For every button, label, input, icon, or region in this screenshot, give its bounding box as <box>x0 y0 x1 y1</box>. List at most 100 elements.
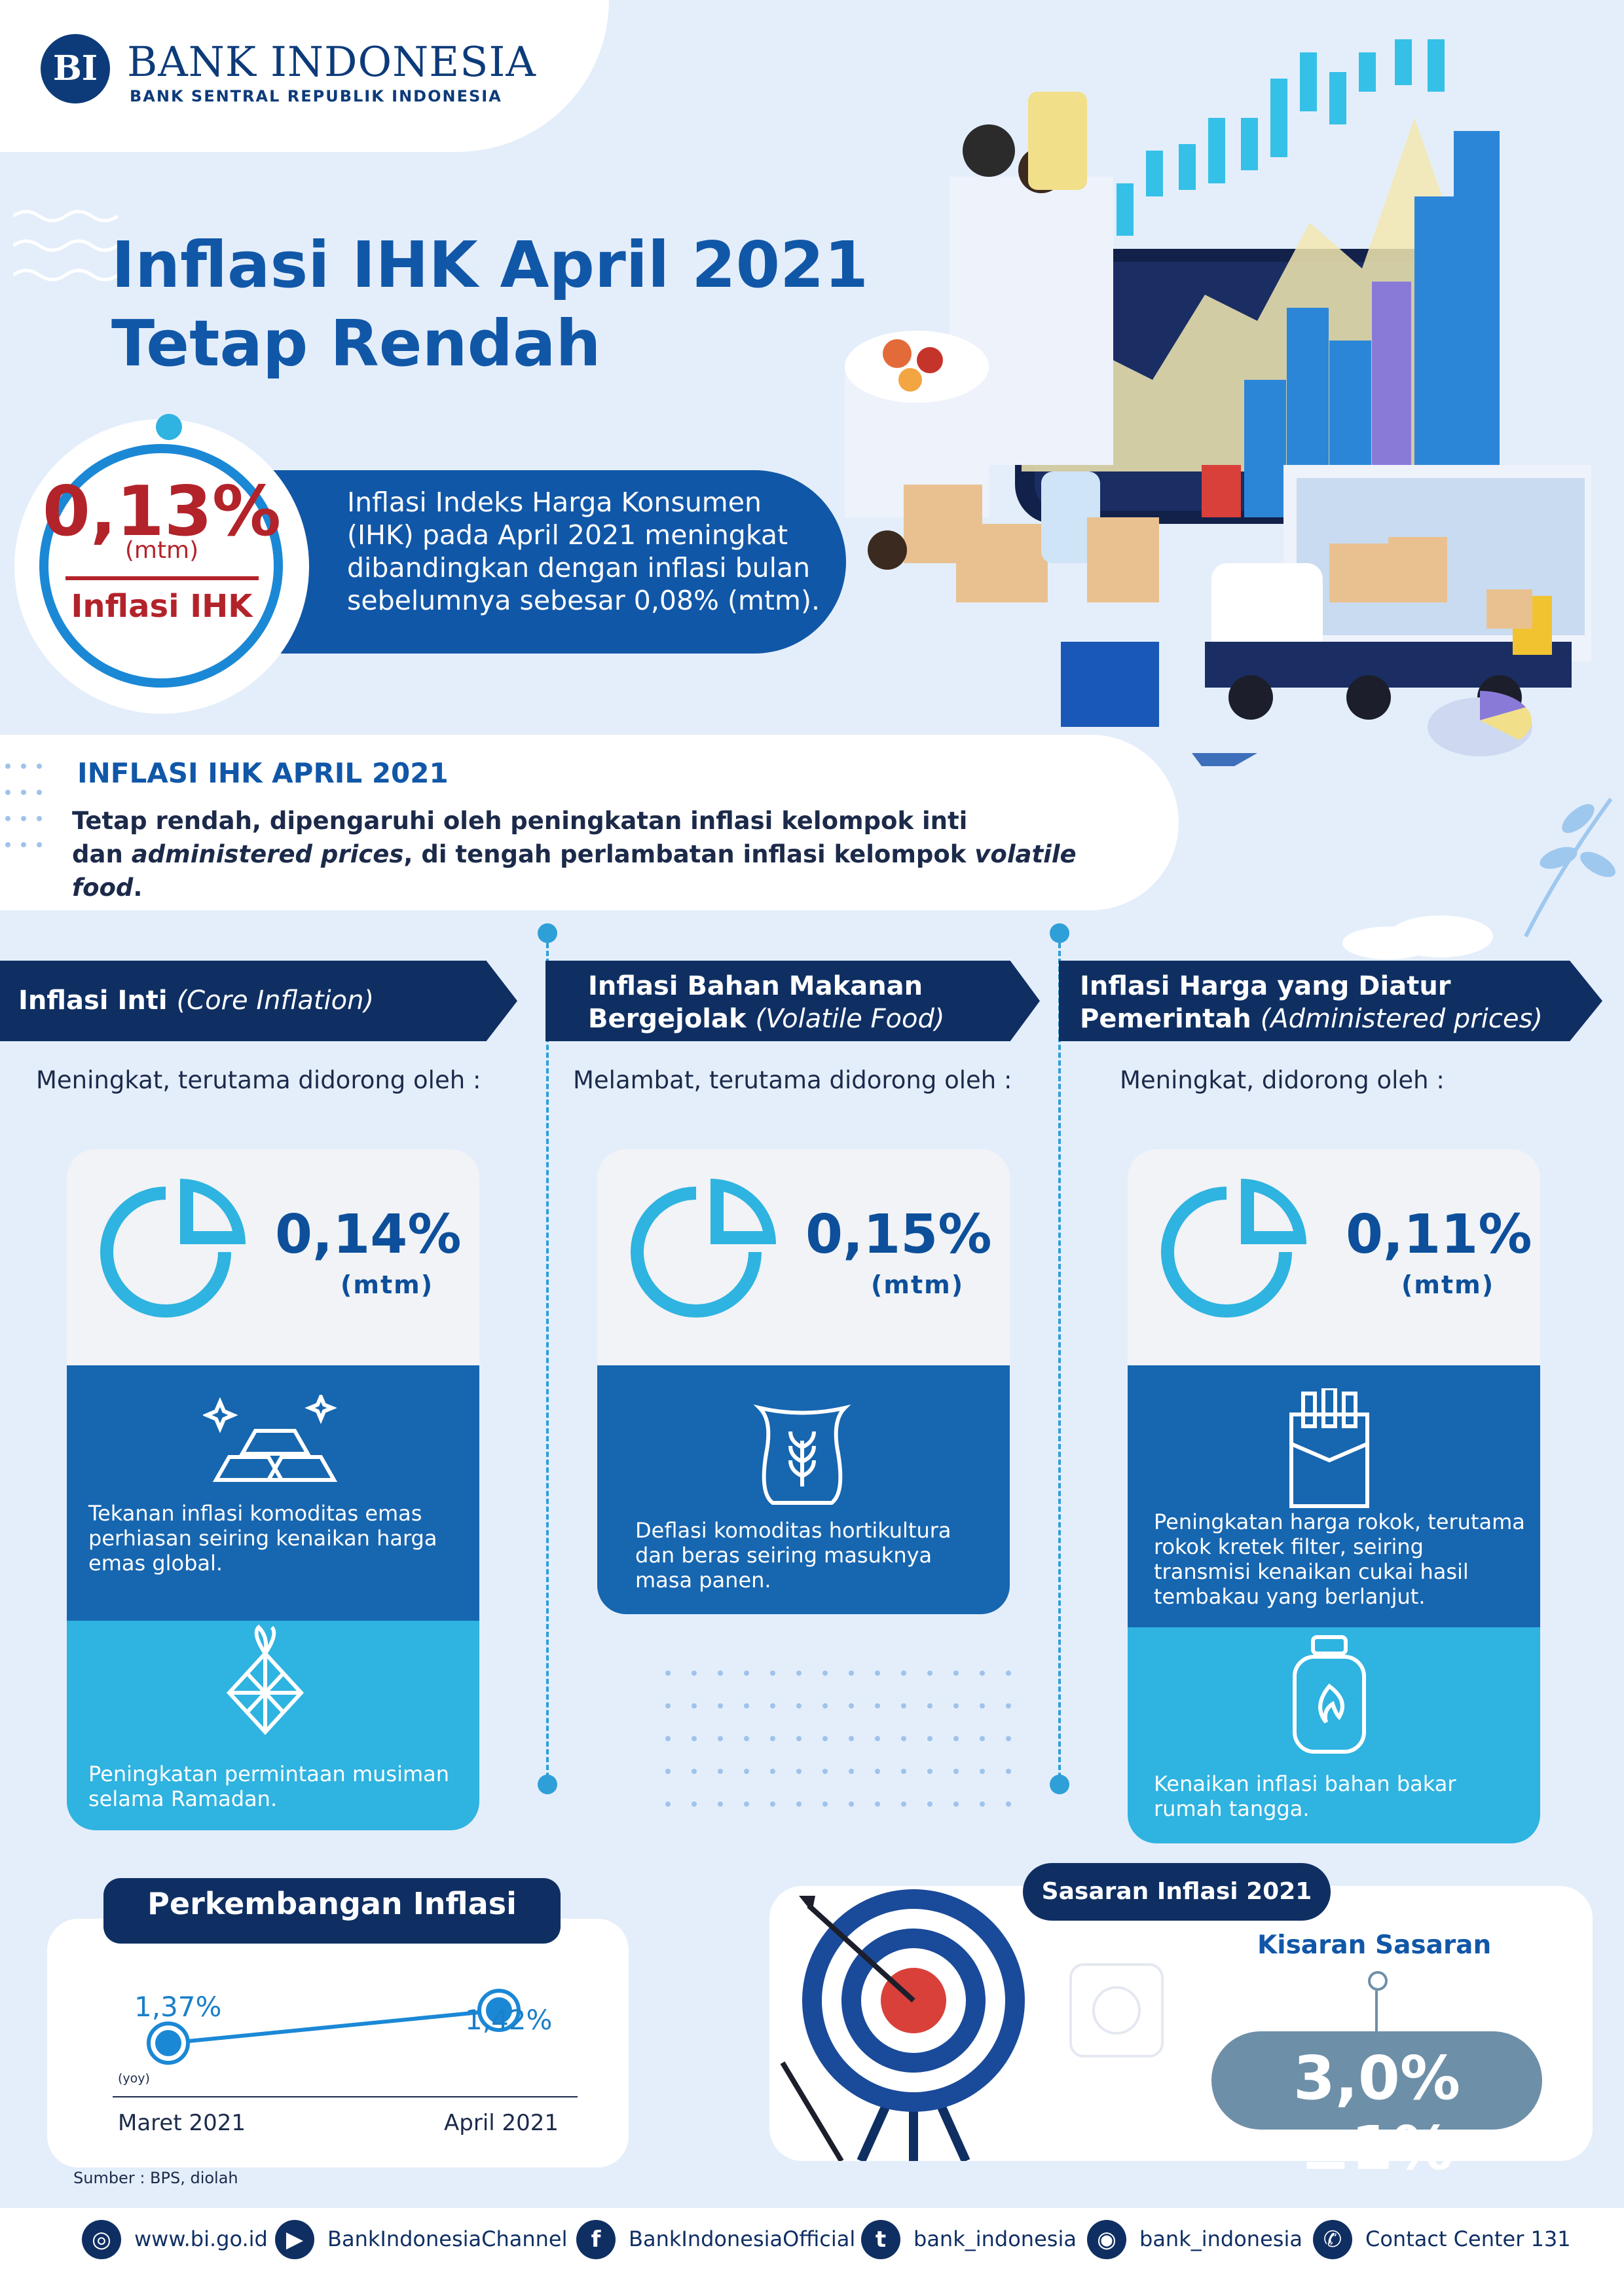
logo-letters: BI <box>52 48 98 88</box>
target-pill <box>1211 2031 1542 2130</box>
page-title: Inflasi IHK April 2021 Tetap Rendah <box>111 226 868 383</box>
gas-cylinder-icon <box>1293 1635 1366 1754</box>
core-header-text: Inflasi Inti (Core Inflation) <box>18 984 374 1017</box>
data-point <box>486 1997 512 2023</box>
series-line <box>168 2008 500 2045</box>
volatile-value: 0,15% <box>805 1204 992 1266</box>
summary-fragment: , di tengah perlambatan inflasi kelompok <box>403 840 975 868</box>
summary-line-2: dan administered prices, di tengah perla… <box>72 838 1120 904</box>
divider-dot <box>538 923 557 943</box>
ring-dot <box>156 414 182 440</box>
footer-link-contact[interactable]: Contact Center 131 <box>1365 2226 1571 2251</box>
footer-link-website[interactable]: www.bi.go.id <box>134 2226 268 2251</box>
volatile-pie-icon <box>631 1179 776 1318</box>
summary-line-1: Tetap rendah, dipengaruhi oleh peningkat… <box>72 807 968 835</box>
leaf-decoration <box>1524 798 1615 938</box>
footer-link-youtube[interactable]: BankIndonesiaChannel <box>327 2226 568 2251</box>
instagram-icon[interactable]: ◉ <box>1087 2220 1126 2259</box>
volatile-food-header: Inflasi Bahan Makanan Bergejolak (Volati… <box>545 961 1040 1041</box>
facebook-icon[interactable]: f <box>576 2220 616 2259</box>
perkembangan-title-bg <box>103 1878 561 1944</box>
volatile-intro: Melambat, terutama didorong oleh : <box>573 1066 1012 1094</box>
divider-dot <box>538 1775 557 1794</box>
chart-x-label: Maret 2021 <box>118 2110 246 2136</box>
target-illustration <box>780 1889 1164 2161</box>
header-main: Inflasi Inti <box>18 986 168 1016</box>
sasaran-subtitle: Kisaran Sasaran <box>1257 1930 1492 1960</box>
phone-icon[interactable]: ✆ <box>1313 2220 1352 2259</box>
hero-illustration <box>845 39 1591 766</box>
administered-prices-header: Inflasi Harga yang Diatur Pemerintah (Ad… <box>1059 961 1602 1041</box>
headline-description: Inflasi Indeks Harga Konsumen (IHK) pada… <box>347 487 821 616</box>
volatile-card-mid <box>597 1365 1010 1614</box>
sasaran-title: Sasaran Inflasi 2021 <box>1041 1878 1312 1905</box>
core-card-top <box>67 1149 479 1365</box>
volatile-item-1: Deflasi komoditas hortikultura dan beras… <box>635 1518 951 1593</box>
administered-header-text: Inflasi Harga yang Diatur Pemerintah (Ad… <box>1080 970 1602 1035</box>
summary-box <box>0 735 1179 910</box>
administered-card-bottom <box>1128 1627 1540 1843</box>
volatile-unit: (mtm) <box>871 1270 965 1299</box>
chart-unit-note: (yoy) <box>118 2071 150 2086</box>
perkembangan-card <box>47 1919 629 2168</box>
cigarette-pack-icon <box>1289 1388 1369 1508</box>
footer-link-twitter[interactable]: bank_indonesia <box>913 2226 1077 2251</box>
rice-sack-icon <box>753 1404 851 1505</box>
administered-pie-icon <box>1161 1179 1306 1318</box>
decorative-waves <box>13 210 118 282</box>
perkembangan-chart <box>113 1989 578 2097</box>
header-italic: (Core Inflation) <box>176 986 375 1016</box>
twitter-icon[interactable]: t <box>861 2220 900 2259</box>
bank-indonesia-logo: BI <box>41 34 110 103</box>
summary-fragment: volatile food <box>72 840 1077 902</box>
cloud-decoration <box>1342 915 1493 959</box>
header-main: Inflasi Bahan Makanan Bergejolak <box>588 971 923 1034</box>
header-italic: (Administered prices) <box>1260 1004 1543 1034</box>
administered-intro: Meningkat, didorong oleh : <box>1120 1066 1445 1094</box>
footer-link-facebook[interactable]: BankIndonesiaOfficial <box>629 2226 856 2251</box>
target-pin <box>1368 1971 1388 1991</box>
core-unit: (mtm) <box>341 1270 434 1299</box>
divider-dot <box>1050 923 1069 943</box>
summary-fragment: . <box>133 874 143 902</box>
gold-bars-icon <box>203 1395 338 1482</box>
administered-item-2: Kenaikan inflasi bahan bakar rumah tangg… <box>1154 1771 1456 1821</box>
decorative-dot-grid <box>665 1671 1011 1807</box>
summary-fragment: dan <box>72 840 132 868</box>
source-note: Sumber : BPS, diolah <box>73 2169 238 2187</box>
target-value: 3,0% ±1% <box>1293 2043 1461 2183</box>
core-pie-icon <box>100 1179 246 1318</box>
youtube-icon[interactable]: ▶ <box>275 2220 314 2259</box>
summary-title: INFLASI IHK APRIL 2021 <box>77 757 449 789</box>
header-main: Inflasi Harga yang Diatur Pemerintah <box>1080 971 1451 1034</box>
header-italic: (Volatile Food) <box>755 1004 945 1034</box>
summary-text: Tetap rendah, dipengaruhi oleh peningkat… <box>72 804 1120 904</box>
brand-name: BANK INDONESIA <box>127 38 536 86</box>
decorative-dots <box>5 764 42 847</box>
globe-icon[interactable]: ◎ <box>82 2220 121 2259</box>
core-card-mid <box>67 1365 479 1621</box>
title-line-2: Tetap Rendah <box>111 306 601 380</box>
administered-item-1: Peningkatan harga rokok, terutama rokok … <box>1154 1509 1525 1609</box>
headline-unit: (mtm) <box>124 537 199 564</box>
volatile-header-text: Inflasi Bahan Makanan Bergejolak (Volati… <box>588 970 1040 1035</box>
ketupat-icon <box>226 1624 304 1735</box>
divider-dot <box>1050 1775 1069 1794</box>
target-pin-line <box>1375 1991 1378 2031</box>
headline-label: Inflasi IHK <box>71 588 253 625</box>
column-divider <box>1058 943 1061 1778</box>
headline-divider <box>65 576 259 580</box>
chart-data-label: 1,42% <box>465 2004 553 2036</box>
core-item-1: Tekanan inflasi komoditas emas perhiasan… <box>88 1501 437 1576</box>
data-point <box>155 2030 181 2056</box>
core-inflation-header: Inflasi Inti (Core Inflation) <box>0 961 517 1041</box>
administered-card-top <box>1128 1149 1540 1365</box>
core-item-2: Peningkatan permintaan musiman selama Ra… <box>88 1762 450 1811</box>
administered-value: 0,11% <box>1346 1204 1532 1266</box>
brand-subtitle: BANK SENTRAL REPUBLIK INDONESIA <box>130 87 502 105</box>
chart-x-label: April 2021 <box>444 2110 559 2136</box>
footer-link-instagram[interactable]: bank_indonesia <box>1139 2226 1302 2251</box>
summary-fragment: administered prices <box>131 840 404 868</box>
footer-bar <box>0 2208 1624 2271</box>
volatile-card-top <box>597 1149 1010 1365</box>
